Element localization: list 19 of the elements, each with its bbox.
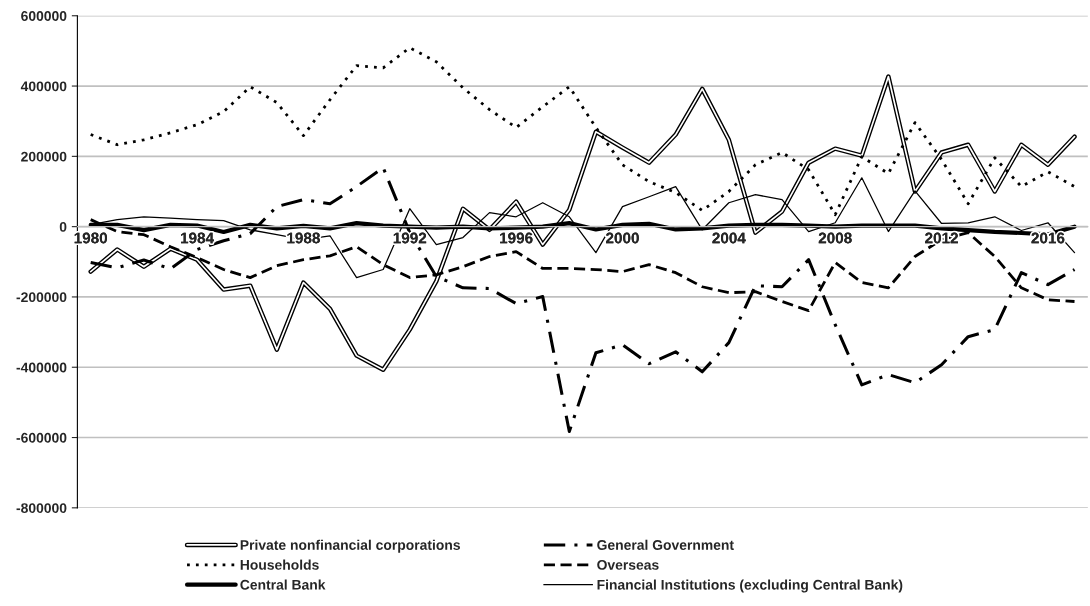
y-tick-label: -400000 xyxy=(16,362,67,373)
legend-label: Households xyxy=(240,559,319,570)
x-tick-label: 1996 xyxy=(500,232,533,244)
legend-label: Central Bank xyxy=(240,579,326,590)
legend-label: Private nonfinancial corporations xyxy=(240,539,460,553)
x-tick-label: 2008 xyxy=(818,232,852,244)
x-tick-label: 2004 xyxy=(712,232,746,244)
y-tick-label: -200000 xyxy=(16,292,67,303)
legend-label: General Government xyxy=(597,539,734,550)
legend-label: Financial Institutions (excluding Central Bank) xyxy=(597,579,903,593)
y-tick-label: -800000 xyxy=(16,503,67,513)
legend-label: Overseas xyxy=(597,559,659,570)
y-tick-label: 0 xyxy=(59,221,67,232)
x-tick-label: 1984 xyxy=(181,232,214,244)
x-tick-label: 2000 xyxy=(606,232,639,244)
y-tick-label: 600000 xyxy=(21,11,67,21)
y-tick-label: 200000 xyxy=(21,151,67,162)
y-tick-label: 400000 xyxy=(20,81,67,92)
y-tick-label: -600000 xyxy=(16,432,67,443)
